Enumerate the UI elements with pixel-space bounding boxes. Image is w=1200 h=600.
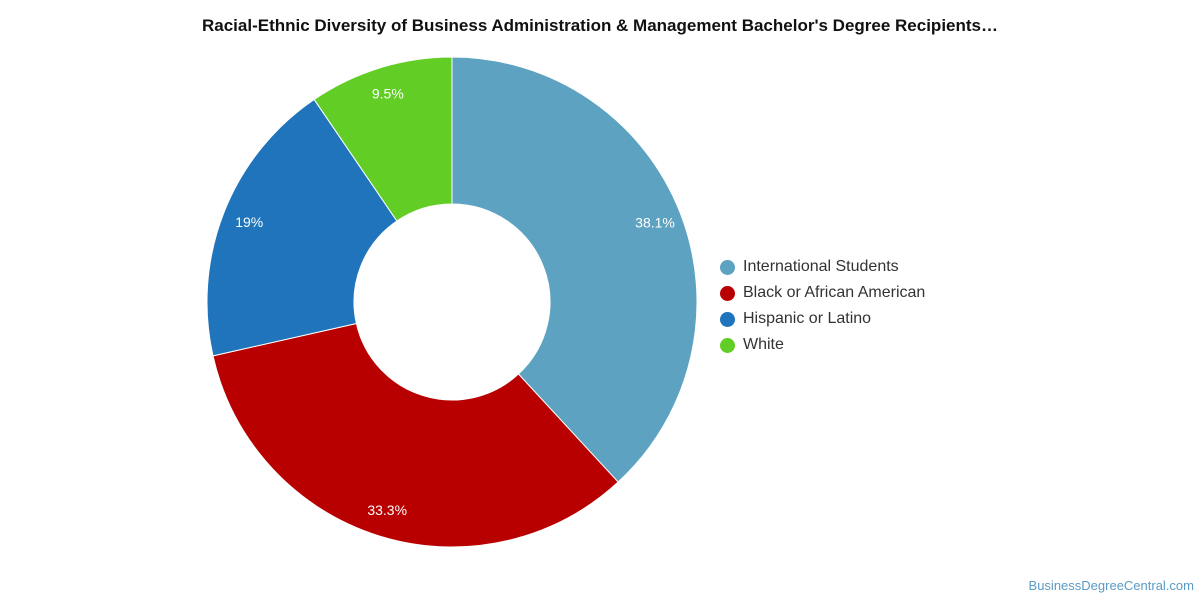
slice-value-label: 38.1% [635, 215, 675, 231]
slice-value-label: 33.3% [367, 502, 407, 518]
chart-title: Racial-Ethnic Diversity of Business Admi… [201, 16, 998, 35]
legend-item-hispanic-or-latino[interactable]: Hispanic or Latino [720, 306, 925, 332]
legend-swatch [720, 285, 735, 301]
slice-black-or-african-american[interactable] [212, 322, 619, 548]
slice-international-students[interactable] [451, 56, 698, 483]
slices [206, 56, 698, 548]
source-credit[interactable]: BusinessDegreeCentral.com [1028, 578, 1194, 593]
legend-label: White [743, 336, 784, 353]
slice-value-label: 19% [235, 214, 263, 230]
slice-value-label: 9.5% [372, 86, 404, 102]
legend-swatch [720, 259, 735, 275]
legend-label: Black or African American [743, 284, 926, 301]
legend: International Students Black or African … [720, 254, 925, 358]
legend-label: Hispanic or Latino [743, 310, 872, 327]
legend-swatch [720, 337, 735, 353]
legend-label: International Students [743, 258, 899, 275]
slice-white[interactable] [313, 56, 453, 222]
legend-swatch [720, 311, 735, 327]
slice-hispanic-or-latino[interactable] [206, 98, 398, 357]
legend-item-black-or-african-american[interactable]: Black or African American [720, 280, 925, 306]
legend-item-international-students[interactable]: International Students [720, 254, 925, 280]
slice-labels: 38.1% 33.3% 19% 9.5% [235, 86, 675, 518]
legend-item-white[interactable]: White [720, 332, 925, 358]
